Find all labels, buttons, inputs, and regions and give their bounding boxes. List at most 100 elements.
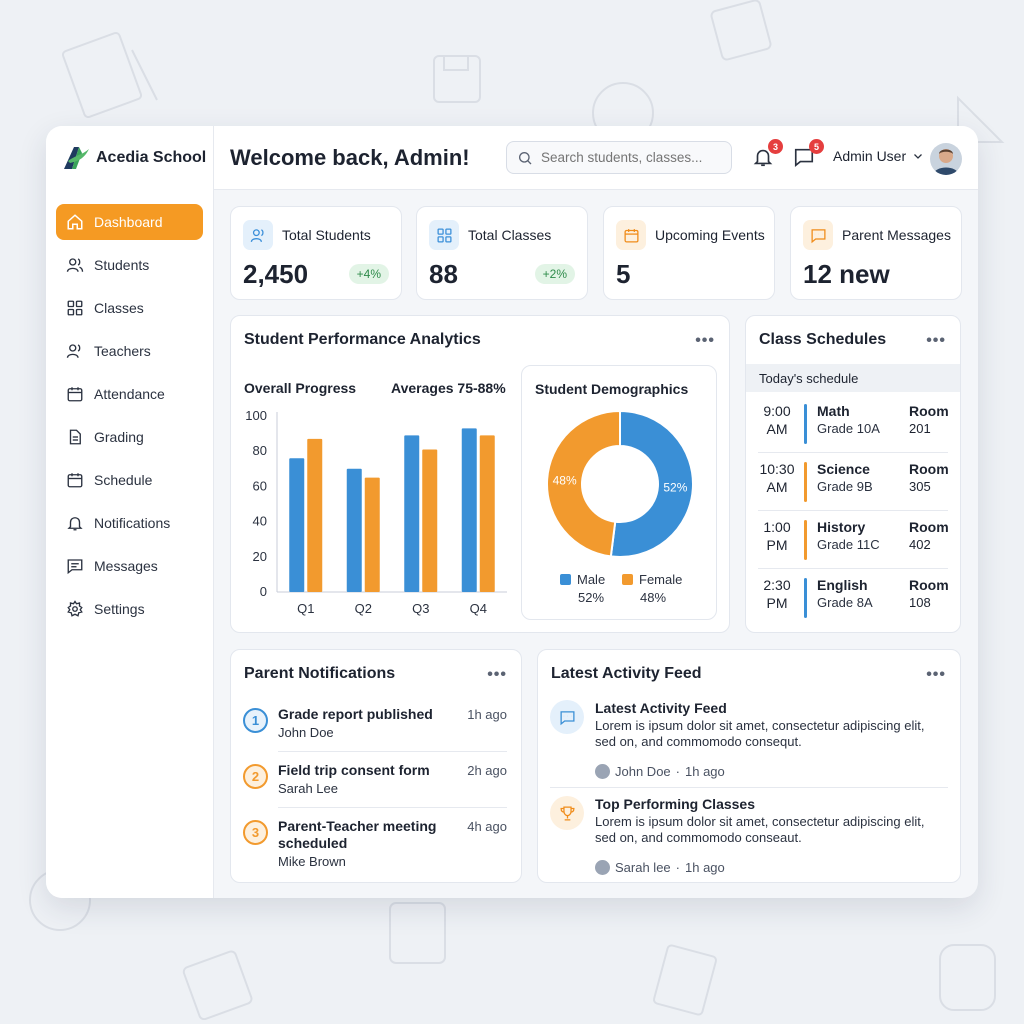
stat-card-classes[interactable]: Total Classes 88 +2% (416, 206, 588, 300)
user-menu[interactable]: Admin User (833, 148, 924, 164)
sidebar-item-label: Dashboard (94, 214, 163, 230)
y-tick-label: 40 (253, 514, 267, 529)
messages-badge: 5 (809, 139, 824, 154)
sidebar-item-dashboard[interactable]: Dashboard (56, 204, 203, 240)
schedule-row[interactable]: 2:30 PM English Grade 8A Room 108 (758, 576, 949, 626)
more-options-button[interactable]: ••• (926, 666, 946, 683)
stat-label: Total Students (282, 227, 371, 243)
stat-change-badge: +4% (348, 264, 389, 284)
sidebar-item-label: Teachers (94, 343, 151, 359)
feed-item-body: Lorem is ipsum dolor sit amet, consectet… (595, 814, 925, 845)
averages-label: Averages 75-88% (391, 380, 506, 396)
users-icon (66, 258, 84, 272)
notifications-button[interactable]: 3 (752, 139, 783, 170)
avatar (595, 764, 610, 779)
sidebar-item-settings[interactable]: Settings (56, 591, 203, 627)
x-tick-label: Q4 (470, 601, 487, 616)
schedule-room: 305 (909, 479, 931, 494)
feed-item-title: Latest Activity Feed (595, 700, 727, 716)
stat-change-badge: +2% (534, 264, 575, 284)
more-options-button[interactable]: ••• (926, 332, 946, 349)
stat-card-messages[interactable]: Parent Messages 12 new (790, 206, 962, 300)
schedule-color-bar (804, 462, 807, 502)
divider (758, 452, 948, 453)
stat-value: 5 (616, 259, 631, 289)
y-tick-label: 100 (245, 408, 267, 423)
chat-icon (550, 700, 584, 734)
sidebar-item-notifications[interactable]: Notifications (56, 505, 203, 541)
schedule-row[interactable]: 9:00 AM Math Grade 10A Room 201 (758, 402, 949, 452)
sidebar-item-schedule[interactable]: Schedule (56, 462, 203, 498)
bar-q3-series-1 (404, 435, 420, 592)
parent-notifications-title: Parent Notifications (244, 665, 396, 682)
stat-value: 12 new (803, 259, 890, 289)
bar-q4-series-2 (479, 435, 495, 592)
feed-item[interactable]: Top Performing Classes Lorem is ipsum dol… (550, 796, 948, 876)
sidebar: Acedia School Dashboard Students Classes… (46, 126, 214, 898)
sidebar-item-teachers[interactable]: Teachers (56, 333, 203, 369)
sidebar-item-attendance[interactable]: Attendance (56, 376, 203, 412)
top-bar: Welcome back, Admin! 3 5 Admin User (214, 126, 978, 190)
stat-card-events[interactable]: Upcoming Events 5 (603, 206, 775, 300)
stat-card-students[interactable]: Total Students 2,450 +4% (230, 206, 402, 300)
ruler-doodle-icon (710, 0, 772, 61)
notification-item[interactable]: 2 Field trip consent form Sarah Lee 2h ago (243, 762, 507, 814)
bar-q2-series-2 (364, 477, 380, 592)
sidebar-item-label: Settings (94, 601, 145, 617)
more-options-button[interactable]: ••• (487, 666, 507, 683)
chevron-down-icon (914, 154, 923, 159)
progress-label: Overall Progress (244, 380, 357, 396)
activity-feed-card: Latest Activity Feed ••• Latest Activity… (537, 649, 961, 883)
schedule-time: 10:30 AM (759, 461, 795, 495)
stat-value: 88 (429, 259, 458, 289)
divider (758, 510, 948, 511)
more-options-button[interactable]: ••• (695, 332, 715, 349)
schedule-row[interactable]: 1:00 PM History Grade 11C Room 402 (758, 518, 949, 568)
x-tick-label: Q2 (355, 601, 372, 616)
sidebar-item-messages[interactable]: Messages (56, 548, 203, 584)
schedule-row[interactable]: 10:30 AM Science Grade 9B Room 305 (758, 460, 949, 510)
feed-item-time: 1h ago (685, 860, 725, 875)
schedule-card: Class Schedules ••• Today's schedule 9:0… (745, 315, 961, 633)
notification-title: Field trip consent form (278, 762, 430, 778)
divider (758, 568, 948, 569)
messages-button[interactable]: 5 (793, 139, 824, 170)
sidebar-item-label: Students (94, 257, 150, 273)
brand-name: Acedia School (96, 149, 207, 166)
analytics-title: Student Performance Analytics (244, 331, 481, 348)
analytics-card: Student Performance Analytics ••• Overal… (230, 315, 730, 633)
legend-swatch-female (622, 574, 633, 585)
sidebar-item-classes[interactable]: Classes (56, 290, 203, 326)
notification-number: 1 (243, 708, 268, 733)
search-box[interactable] (506, 141, 732, 174)
notification-item[interactable]: 1 Grade report published John Doe 1h ago (243, 706, 507, 758)
donut-slice-label: 52% (663, 480, 687, 494)
x-tick-label: Q1 (297, 601, 314, 616)
parent-notifications-card: Parent Notifications ••• 1 Grade report p… (230, 649, 522, 883)
y-tick-label: 80 (253, 443, 267, 458)
feed-item[interactable]: Latest Activity Feed Lorem is ipsum dolor… (550, 700, 948, 780)
donut-slice-male (609, 409, 694, 558)
feed-item-meta: John Doe · 1h ago (595, 764, 725, 779)
schedule-subject: Science (817, 461, 870, 477)
bell-icon (67, 517, 83, 531)
bar-q4-series-1 (461, 428, 477, 592)
avatar[interactable] (930, 143, 962, 175)
search-input[interactable] (541, 150, 721, 165)
stat-value: 2,450 (243, 259, 309, 289)
notification-sender: Sarah Lee (278, 781, 338, 796)
sidebar-item-grading[interactable]: Grading (56, 419, 203, 455)
notifications-badge: 3 (768, 139, 783, 154)
donut-slice-label: 48% (553, 474, 577, 488)
notification-number: 2 (243, 764, 268, 789)
notification-time: 4h ago (467, 819, 507, 834)
sidebar-item-students[interactable]: Students (56, 247, 203, 283)
notification-title: Grade report published (278, 706, 433, 722)
feed-item-title: Top Performing Classes (595, 796, 756, 812)
notebook-doodle-icon (62, 31, 158, 119)
schedule-subject: English (817, 577, 868, 593)
y-tick-label: 20 (253, 549, 267, 564)
notification-item[interactable]: 3 Parent-Teacher meeting scheduled Mike Br… (243, 818, 507, 870)
feed-item-author: John Doe (615, 764, 671, 779)
brand[interactable]: Acedia School (46, 126, 213, 190)
